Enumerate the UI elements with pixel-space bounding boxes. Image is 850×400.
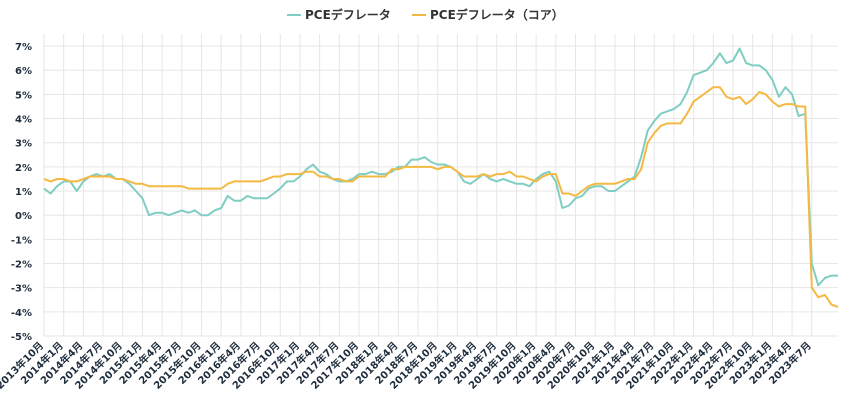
y-tick-label: -5% [11, 332, 32, 343]
y-tick-label: 0% [15, 211, 32, 222]
legend-label: PCEデフレータ（コア） [430, 7, 564, 22]
series-1 [43, 47, 838, 287]
y-axis: -5% -4% -3% -2% -1% 0% 1% 2% 3% 4% 5% 6% 7% [11, 42, 32, 343]
y-tick-label: 5% [15, 90, 32, 101]
x-axis: 2013年10月2014年1月2014年4月2014年7月2014年10月201… [0, 339, 814, 392]
y-tick-label: 2% [15, 163, 32, 174]
y-tick-label: -4% [11, 308, 32, 319]
y-tick-label: 3% [15, 139, 32, 150]
series-line [43, 86, 839, 308]
grid [43, 34, 838, 337]
y-tick-label: 7% [15, 42, 32, 53]
y-tick-label: -3% [11, 284, 32, 295]
legend-label: PCEデフレータ [305, 7, 391, 22]
y-tick-label: -2% [11, 260, 32, 271]
series-2 [43, 86, 839, 308]
legend: PCEデフレータ PCEデフレータ（コア） [287, 7, 564, 22]
series-line [43, 47, 838, 287]
y-tick-label: 6% [15, 66, 32, 77]
y-tick-label: 4% [15, 115, 32, 126]
y-tick-label: -1% [11, 235, 32, 246]
series-group [43, 47, 839, 308]
y-tick-label: 1% [15, 187, 32, 198]
